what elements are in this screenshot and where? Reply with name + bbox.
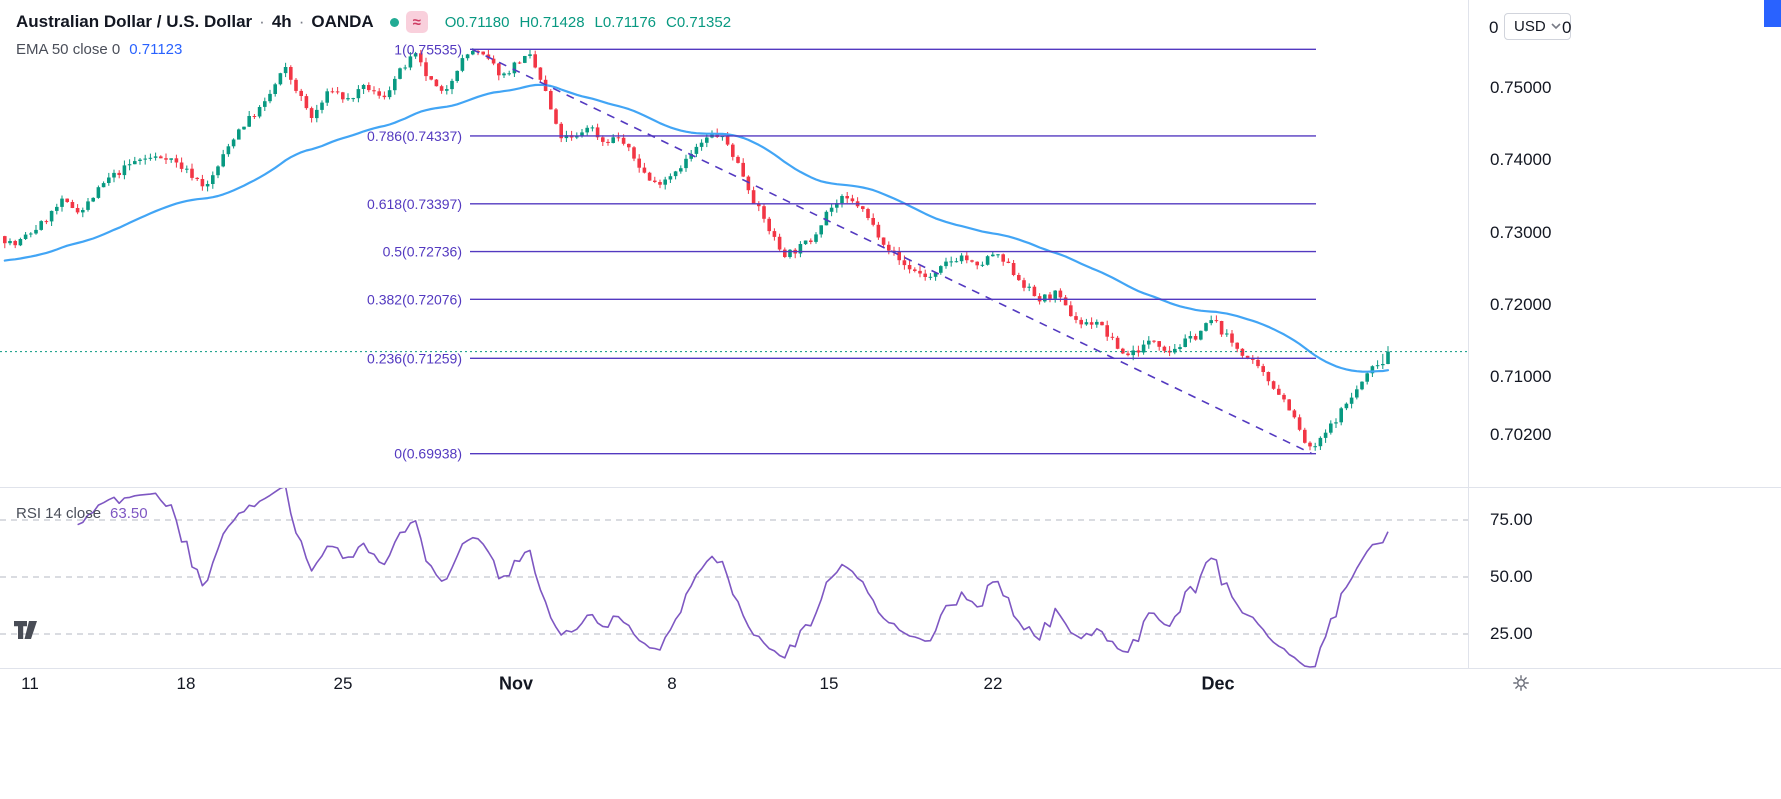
price-axis-label: 0.73000: [1490, 222, 1552, 242]
price-axis-label: 0.72000: [1490, 294, 1552, 314]
fib-level-label: 0.382(0.72076): [367, 291, 462, 307]
price-axis-label: 0.74000: [1490, 150, 1552, 170]
time-axis-label: Nov: [498, 673, 534, 694]
time-axis-label: Dec: [1201, 673, 1235, 694]
fib-level-label: 1(0.75535): [394, 41, 462, 57]
time-axis-label: 22: [983, 674, 1003, 693]
ohlc-values: O0.71180 H0.71428 L0.71176 C0.71352: [445, 14, 731, 31]
price-axis-label: 0.71000: [1490, 367, 1552, 386]
time-axis-label: 18: [176, 674, 196, 693]
tradingview-logo[interactable]: [14, 618, 44, 647]
rsi-axis-label: 75.00: [1490, 510, 1533, 529]
cropped-digit-left: 0: [1489, 18, 1499, 37]
legend-separator: ·: [298, 12, 305, 31]
time-axis-label: 25: [333, 674, 353, 693]
approx-data-icon[interactable]: ≈: [405, 11, 428, 33]
low-value: L0.71176: [594, 13, 656, 31]
currency-unit-label: USD: [1514, 18, 1546, 35]
time-axis-label: 15: [819, 674, 839, 693]
chevron-down-icon: [1551, 23, 1561, 30]
price-axis-label: 0.75000: [1490, 78, 1552, 97]
legend-separator: ·: [259, 12, 265, 31]
ema-line[interactable]: [3, 83, 1390, 373]
rsi-indicator-row[interactable]: RSI 14 close 63.50: [16, 505, 148, 522]
close-value: C0.71352: [666, 13, 732, 31]
fib-level-label: 0.5(0.72736): [383, 244, 462, 260]
ema-indicator-label: EMA 50 close 0: [16, 41, 121, 58]
rsi-indicator-value: 63.50: [110, 505, 148, 522]
fib-level-label: 0.786(0.74337): [367, 128, 462, 144]
rsi-axis-label: 50.00: [1490, 567, 1533, 586]
high-value: H0.71428: [519, 13, 585, 31]
time-axis-label: 11: [21, 674, 39, 693]
ema-indicator-value: 0.71123: [129, 41, 183, 58]
exchange-label[interactable]: OANDA: [311, 12, 374, 31]
currency-unit-button[interactable]: USD: [1504, 13, 1571, 40]
cropped-blue-element: [1764, 0, 1781, 27]
fib-level-label: 0(0.69938): [394, 446, 462, 462]
ema-indicator-row[interactable]: EMA 50 close 0 0.71123: [16, 41, 182, 58]
fib-level-label: 0.236(0.71259): [367, 350, 462, 366]
market-open-icon[interactable]: [389, 17, 399, 27]
cropped-digit-right: 0: [1562, 18, 1572, 37]
price-axis-label: 0.70200: [1490, 424, 1552, 444]
gear-icon[interactable]: [1512, 674, 1530, 692]
rsi-axis-label: 25.00: [1490, 624, 1533, 643]
candles-layer: [3, 48, 1390, 451]
symbol-title[interactable]: Australian Dollar / U.S. Dollar: [16, 12, 253, 31]
timeframe-label[interactable]: 4h: [271, 12, 292, 31]
rsi-line[interactable]: [77, 487, 1389, 668]
chart-legend: Australian Dollar / U.S. Dollar · 4h · O…: [16, 11, 731, 33]
open-value: O0.71180: [444, 13, 510, 31]
rsi-indicator-label: RSI 14 close: [16, 505, 102, 522]
fib-level-label: 0.618(0.73397): [367, 196, 462, 212]
trend-line[interactable]: [471, 48, 1313, 455]
time-axis-label: 8: [667, 674, 677, 693]
